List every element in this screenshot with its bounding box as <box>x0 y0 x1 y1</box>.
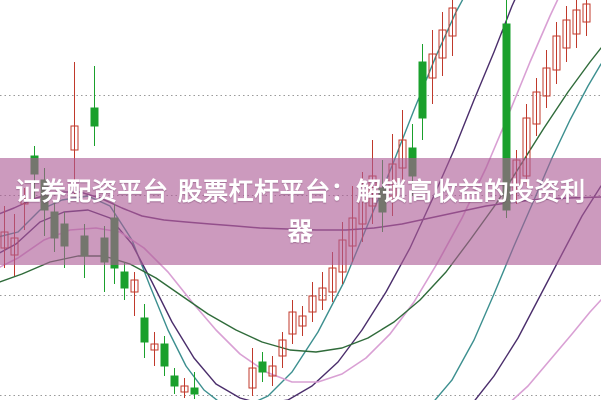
candle-body <box>542 67 551 97</box>
candle-body <box>150 343 159 351</box>
candlestick <box>268 356 277 386</box>
candle-body <box>160 343 169 367</box>
candlestick <box>248 348 257 396</box>
candlestick <box>428 30 437 104</box>
candlestick <box>288 300 297 344</box>
candle-body <box>248 367 257 389</box>
candle-body <box>582 3 591 23</box>
candlestick <box>318 272 327 310</box>
candlestick <box>582 0 591 36</box>
candle-body <box>140 317 149 343</box>
candlestick <box>542 50 551 108</box>
candle-body <box>438 29 447 59</box>
candlestick <box>170 368 179 394</box>
candlestick <box>418 44 427 140</box>
candle-body <box>90 107 99 127</box>
page-title: 证券配资平台 股票杠杆平台：解锁高收益的投资利器 <box>15 176 586 246</box>
candlestick <box>298 306 307 336</box>
candlestick <box>190 372 199 399</box>
candle-body <box>130 279 139 293</box>
candle-body <box>190 387 199 395</box>
candle-body <box>268 365 277 377</box>
candlestick <box>552 22 561 84</box>
candlestick <box>532 78 541 136</box>
candle-body <box>532 91 541 125</box>
candlestick <box>150 332 159 366</box>
candle-body <box>328 267 337 293</box>
candle-body <box>552 35 561 71</box>
candle-body <box>318 287 327 301</box>
candle-body <box>180 385 189 393</box>
candlestick <box>90 66 99 146</box>
candle-body <box>418 61 427 119</box>
candle-body <box>170 375 179 387</box>
candlestick <box>438 12 447 76</box>
candle-body <box>428 53 437 79</box>
candle-body <box>308 295 317 313</box>
candle-body <box>572 9 581 35</box>
candlestick <box>258 352 267 382</box>
ma-line-ma-long-2 <box>511 299 601 400</box>
candle-body <box>278 339 287 357</box>
candle-body <box>288 311 297 335</box>
candlestick <box>120 262 129 300</box>
candle-body <box>258 361 267 373</box>
candlestick <box>562 6 571 62</box>
candle-body <box>448 7 457 37</box>
candle-body <box>562 19 571 49</box>
candle-body <box>120 271 129 289</box>
candlestick <box>180 378 189 398</box>
candlestick <box>448 0 457 56</box>
candle-body <box>70 125 79 151</box>
candlestick <box>308 282 317 322</box>
title-overlay-band: 证券配资平台 股票杠杆平台：解锁高收益的投资利器 <box>0 158 601 265</box>
candlestick <box>160 336 169 376</box>
candlestick <box>278 332 287 368</box>
candlestick <box>130 272 139 316</box>
candlestick <box>140 304 149 358</box>
candle-body <box>298 315 307 327</box>
candlestick <box>572 0 581 48</box>
